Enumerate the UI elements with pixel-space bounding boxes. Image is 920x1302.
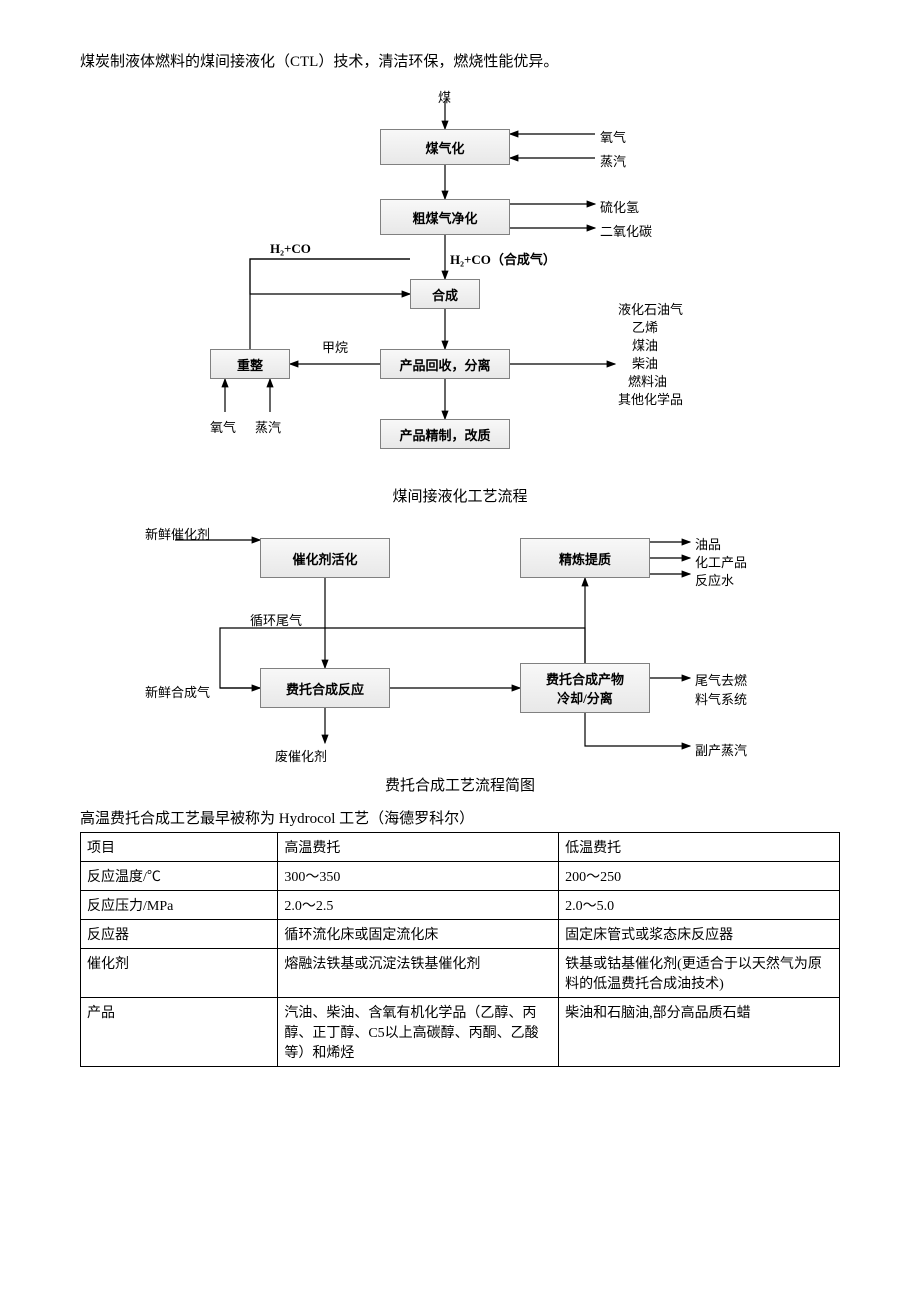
table-cell: 2.0～2.5 [278,891,559,920]
table-cell: 300～350 [278,862,559,891]
ft-comparison-table: 项目高温费托低温费托反应温度/℃300～350200～250反应压力/MPa2.… [80,832,840,1067]
flow-node-n_refine: 产品精制，改质 [380,419,510,449]
flow-label-l_steam_1: 蒸汽 [600,151,626,170]
table-row: 催化剂熔融法铁基或沉淀法铁基催化剂铁基或钴基催化剂(更适合于以天然气为原料的低温… [81,949,840,998]
flow-label-l_recycle: 循环尾气 [250,610,302,629]
flow-node-n_activate: 催化剂活化 [260,538,390,578]
flow-label-l_chem: 化工产品 [695,552,747,571]
table-cell: 催化剂 [81,949,278,998]
flow-label-l_h2s: 硫化氢 [600,197,639,216]
flow-label-l_oil: 油品 [695,534,721,553]
flow-label-l_steam_2: 蒸汽 [255,417,281,436]
flow-label-l_prod3: 煤油 [632,335,658,354]
table-row: 反应温度/℃300～350200～250 [81,862,840,891]
flow-node-n_reform: 重整 [210,349,290,379]
table-cell: 汽油、柴油、含氧有机化学品（乙醇、丙醇、正丁醇、C5以上高碳醇、丙酮、乙酸等）和… [278,998,559,1067]
table-header-cell: 低温费托 [559,833,840,862]
flow-label-l_prod2: 乙烯 [632,317,658,336]
flow-label-l_water: 反应水 [695,570,734,589]
flow-label-l_coal: 煤 [438,87,451,106]
flow-node-n_gasify: 煤气化 [380,129,510,165]
flow-label-l_o2_2: 氧气 [210,417,236,436]
flow-node-n_cool: 费托合成产物 冷却/分离 [520,663,650,713]
flow-label-l_h2co_r: H₂+CO（合成气） [450,249,556,268]
flow-label-l_freshcat: 新鲜催化剂 [145,524,210,543]
table-cell: 熔融法铁基或沉淀法铁基催化剂 [278,949,559,998]
table-row: 反应压力/MPa2.0～2.52.0～5.0 [81,891,840,920]
flow-node-n_refine: 精炼提质 [520,538,650,578]
flow-label-l_prod6: 其他化学品 [618,389,683,408]
flow-node-n_synth: 合成 [410,279,480,309]
table-header-cell: 项目 [81,833,278,862]
table-row: 反应器循环流化床或固定流化床固定床管式或浆态床反应器 [81,920,840,949]
table-cell: 柴油和石脑油,部分高品质石蜡 [559,998,840,1067]
flow-node-n_purify: 粗煤气净化 [380,199,510,235]
table-cell: 反应器 [81,920,278,949]
flow-label-l_co2: 二氧化碳 [600,221,652,240]
flow-label-l_steam: 副产蒸汽 [695,740,747,759]
flow-label-l_prod4: 柴油 [632,353,658,372]
diagram2-caption: 费托合成工艺流程简图 [80,774,840,795]
flow-node-n_react: 费托合成反应 [260,668,390,708]
flow-label-l_prod5: 燃料油 [628,371,667,390]
table-cell: 循环流化床或固定流化床 [278,920,559,949]
table-cell: 铁基或钴基催化剂(更适合于以天然气为原料的低温费托合成油技术) [559,949,840,998]
flow-label-l_prod1: 液化石油气 [618,299,683,318]
table-cell: 固定床管式或浆态床反应器 [559,920,840,949]
flow-label-l_h2co_l: H₂+CO [270,241,311,257]
table-row: 产品汽油、柴油、含氧有机化学品（乙醇、丙醇、正丁醇、C5以上高碳醇、丙酮、乙酸等… [81,998,840,1067]
intro-text: 煤炭制液体燃料的煤间接液化（CTL）技术，清洁环保，燃烧性能优异。 [80,50,840,71]
table-cell: 2.0～5.0 [559,891,840,920]
hydrocol-text: 高温费托合成工艺最早被称为 Hydrocol 工艺（海德罗科尔） [80,807,840,828]
table-cell: 200～250 [559,862,840,891]
flow-label-l_freshgas: 新鲜合成气 [145,682,210,701]
flow-label-l_o2_1: 氧气 [600,127,626,146]
table-cell: 反应压力/MPa [81,891,278,920]
flow-label-l_methane: 甲烷 [322,337,348,356]
diagram1-caption: 煤间接液化工艺流程 [80,485,840,506]
flow-label-l_tailgas: 尾气去燃 料气系统 [695,670,747,708]
flow-node-n_recover: 产品回收，分离 [380,349,510,379]
table-cell: 产品 [81,998,278,1067]
diagram-ft-flow: 催化剂活化 精炼提质费托合成反应 费托合成产物 冷却/分离 新鲜催化剂油品化工产品反应… [120,518,800,768]
table-cell: 反应温度/℃ [81,862,278,891]
flow-label-l_waste: 废催化剂 [275,746,327,765]
diagram-ctl-flow: 煤气化粗煤气净化合成重整产品回收，分离产品精制，改质煤氧气蒸汽硫化氢二氧化碳H₂… [150,79,770,479]
table-header-cell: 高温费托 [278,833,559,862]
